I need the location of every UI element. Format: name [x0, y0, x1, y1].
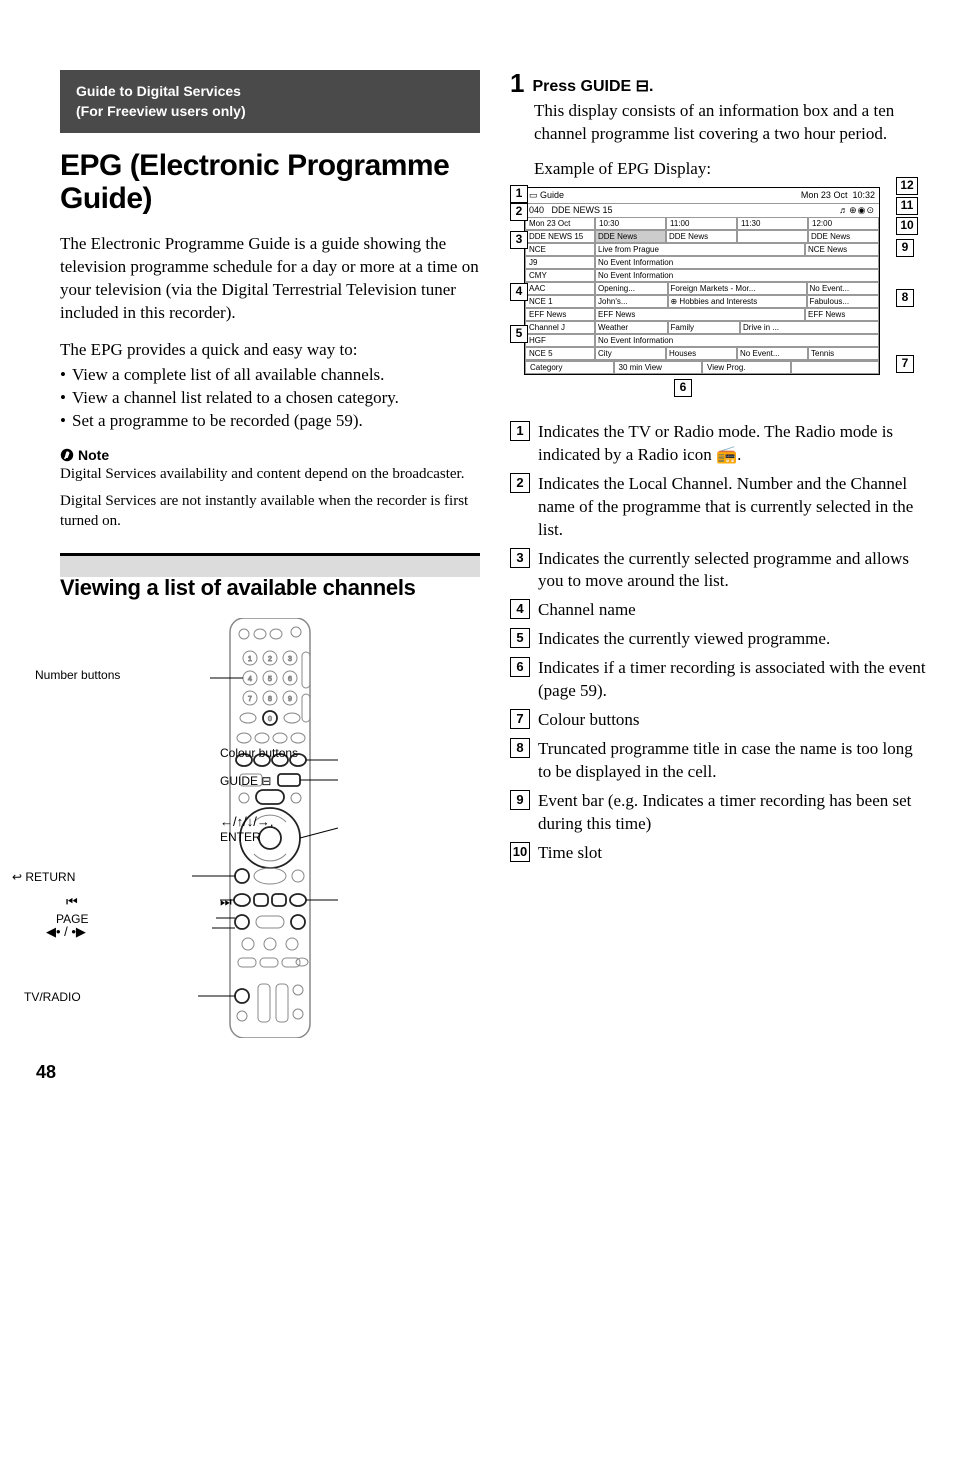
svg-text:4: 4: [248, 676, 252, 683]
page-number: 48: [36, 1062, 954, 1083]
label-tv-radio: TV/RADIO: [24, 990, 81, 1004]
svg-text:8: 8: [268, 696, 272, 703]
epg-callout-9: 9: [896, 239, 914, 257]
legend-item: 10Time slot: [510, 842, 930, 865]
section-header: Guide to Digital Services (For Freeview …: [60, 70, 480, 133]
note-heading: Note: [60, 447, 480, 463]
label-guide: GUIDE ⊟: [220, 774, 271, 788]
step-example: Example of EPG Display:: [534, 158, 930, 181]
epg-callout-5: 5: [510, 325, 528, 343]
label-number-buttons: Number buttons: [35, 668, 85, 682]
step-body: This display consists of an information …: [534, 100, 930, 146]
epg-callout-12: 12: [896, 177, 918, 195]
epg-callout-8: 8: [896, 289, 914, 307]
epg-bullets: View a complete list of all available ch…: [60, 364, 480, 433]
bullet-item: View a channel list related to a chosen …: [60, 387, 480, 410]
svg-text:1: 1: [248, 656, 252, 663]
svg-text:3: 3: [288, 656, 292, 663]
legend-item: 5Indicates the currently viewed programm…: [510, 628, 930, 651]
step-number: 1: [510, 70, 524, 96]
label-enter: ENTER: [220, 830, 261, 844]
epg-callout-1: 1: [510, 185, 528, 203]
intro-text: The Electronic Programme Guide is a guid…: [60, 233, 480, 325]
epg-callout-6: 6: [674, 379, 692, 397]
svg-text:5: 5: [268, 676, 272, 683]
legend-item: 7Colour buttons: [510, 709, 930, 732]
legend-item: 9Event bar (e.g. Indicates a timer recor…: [510, 790, 930, 836]
legend-item: 3Indicates the currently selected progra…: [510, 548, 930, 594]
legend-list: 1Indicates the TV or Radio mode. The Rad…: [510, 421, 930, 865]
epg-callout-4: 4: [510, 283, 528, 301]
epg-callout-3: 3: [510, 231, 528, 249]
legend-item: 6Indicates if a timer recording is assoc…: [510, 657, 930, 703]
bullet-item: Set a programme to be recorded (page 59)…: [60, 410, 480, 433]
svg-text:2: 2: [268, 656, 272, 663]
epg-callout-2: 2: [510, 203, 528, 221]
svg-text:6: 6: [288, 676, 292, 683]
label-return: ↩ RETURN: [12, 870, 75, 884]
epg-display: ▭ Guide Mon 23 Oct 10:32 040 DDE NEWS 15…: [524, 187, 930, 405]
legend-item: 2Indicates the Local Channel. Number and…: [510, 473, 930, 542]
epg-callout-11: 11: [896, 197, 918, 215]
sub-heading: Viewing a list of available channels: [60, 575, 480, 600]
svg-text:0: 0: [268, 716, 272, 723]
note-text-2: Digital Services are not instantly avail…: [60, 492, 480, 531]
bullet-item: View a complete list of all available ch…: [60, 364, 480, 387]
arrows-icon: ←/↑/↓/→,: [220, 814, 273, 829]
legend-item: 8Truncated programme title in case the n…: [510, 738, 930, 784]
epg-callout-10: 10: [896, 217, 918, 235]
step-heading: Press GUIDE ⊟.: [532, 70, 653, 96]
main-heading: EPG (Electronic Programme Guide): [60, 149, 480, 215]
remote-illustration: 1 2 3 4 5 6 7 8 9 0: [60, 618, 480, 1038]
prev-track-icon: ⏮: [66, 894, 78, 910]
left-right-icon: ◀• / •▶: [46, 924, 86, 940]
epg-callout-7: 7: [896, 355, 914, 373]
header-line1: Guide to Digital Services: [76, 82, 464, 102]
svg-text:9: 9: [288, 696, 292, 703]
subheading-bar: [60, 553, 480, 577]
epg-provides-text: The EPG provides a quick and easy way to…: [60, 339, 480, 362]
label-colour-buttons: Colour buttons: [220, 746, 270, 760]
header-line2: (For Freeview users only): [76, 102, 464, 122]
note-icon: [60, 448, 74, 462]
step-1: 1 Press GUIDE ⊟.: [510, 70, 930, 96]
svg-text:7: 7: [248, 696, 252, 703]
legend-item: 4Channel name: [510, 599, 930, 622]
note-text-1: Digital Services availability and conten…: [60, 465, 480, 485]
next-track-icon: ⏭: [220, 894, 232, 910]
legend-item: 1Indicates the TV or Radio mode. The Rad…: [510, 421, 930, 467]
